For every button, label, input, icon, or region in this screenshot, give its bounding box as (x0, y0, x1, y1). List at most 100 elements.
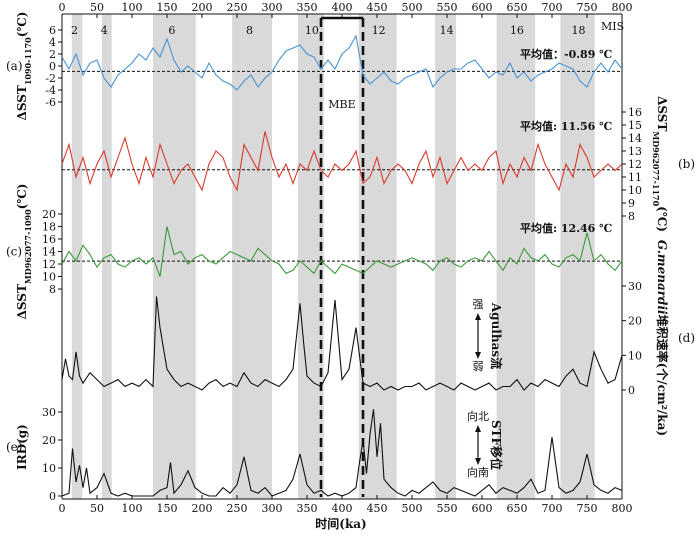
y-tick-label: 12 (42, 258, 56, 271)
glacial-band-18 (560, 14, 595, 499)
x-top-tick-label: 50 (90, 1, 104, 14)
x-top-tick-label: 250 (227, 1, 248, 14)
y-tick-label: 14 (42, 246, 56, 259)
y-tick-label: 11 (628, 171, 642, 184)
mean-label-b: 平均值: 11.56 ℃ (520, 119, 612, 133)
x-bottom-tick-label: 200 (192, 502, 213, 515)
x-bottom-tick-label: 250 (227, 502, 248, 515)
y-tick-label: 8 (49, 283, 56, 296)
x-axis-title: 时间(ka) (315, 516, 366, 531)
x-top-tick-label: 650 (507, 1, 528, 14)
panel-d: 0 10 20 30 (d) G.menardii堆积速率(个/cm²/ka) 强弱 Agul… (61, 240, 695, 436)
y-tick-label: 18 (42, 221, 56, 234)
glacial-band-12 (358, 14, 397, 499)
x-bottom-tick-label: 400 (332, 502, 353, 515)
annotation-text-d: Agulhas流 (489, 302, 504, 369)
y-tick-label: 14 (628, 132, 642, 145)
x-bottom-tick-label: 700 (542, 502, 563, 515)
arrow-down-head (475, 352, 481, 359)
x-top-tick-label: 300 (262, 1, 283, 14)
panel-label-b: (b) (678, 157, 695, 171)
x-top-tick-label: 800 (612, 1, 633, 14)
y-tick-label: 16 (42, 233, 56, 246)
y-tick-label: 10 (628, 349, 642, 362)
glacial-band-10 (297, 14, 324, 499)
annotation-bottom: 向南 (467, 465, 489, 479)
x-top-tick-label: 100 (122, 1, 143, 14)
y-tick-label: 20 (42, 208, 56, 221)
arrow-up-head (475, 313, 481, 320)
y-tick-label: 6 (49, 24, 56, 37)
y-tick-label: 20 (42, 434, 56, 447)
panel-label-c: (c) (6, 245, 22, 259)
y-tick-label: 13 (628, 145, 642, 158)
y-tick-label: 9 (628, 197, 635, 210)
y-tick-label: 20 (628, 315, 642, 328)
glacial-band-16 (496, 14, 536, 499)
x-bottom-tick-label: 300 (262, 502, 283, 515)
x-top-tick-label: 450 (367, 1, 388, 14)
x-bottom-tick-label: 750 (577, 502, 598, 515)
x-bottom-tick-label: 550 (437, 502, 458, 515)
y-tick-label: 8 (628, 210, 635, 223)
mis-stage-label: 18 (572, 24, 586, 37)
series-line-b (61, 131, 623, 192)
x-bottom-tick-label: 350 (297, 502, 318, 515)
y-tick-label: 10 (42, 462, 56, 475)
x-top-tick-label: 150 (157, 1, 178, 14)
x-bottom-tick-label: 450 (367, 502, 388, 515)
mis-stage-label: 4 (101, 24, 108, 37)
y-axis-title-b: ΔSSTMD962077-1170(℃) (651, 96, 669, 232)
series-line-c (61, 226, 623, 277)
mean-label-c: 平均值: 12.46 ℃ (520, 221, 612, 235)
mis-label: MIS (601, 20, 624, 33)
y-tick-label: 15 (628, 119, 642, 132)
arrow-down-head (475, 458, 481, 465)
y-tick-label: 16 (628, 106, 642, 119)
arrow-up-head (475, 425, 481, 432)
y-tick-label: 12 (628, 158, 642, 171)
x-top-tick-label: 500 (402, 1, 423, 14)
panel-label-a: (a) (6, 59, 23, 73)
x-bottom-tick-label: 650 (507, 502, 528, 515)
y-tick-label: 30 (628, 280, 642, 293)
y-tick-label: 0 (49, 490, 56, 503)
series-line-a (61, 34, 623, 91)
y-tick-label: 2 (49, 48, 56, 61)
series-line-e (61, 409, 623, 497)
y-tick-label: 10 (628, 184, 642, 197)
x-bottom-tick-label: 500 (402, 502, 423, 515)
y-tick-label: 4 (49, 36, 56, 49)
x-axis-bottom: 0 50 100 150 200 250 300 350 400 450 500 550 600 650 7… (59, 14, 633, 515)
mis-stage-label: 16 (510, 24, 524, 37)
x-top-tick-label: 600 (472, 1, 493, 14)
mis-stage-label: 12 (372, 24, 386, 37)
x-top-tick-label: 700 (542, 1, 563, 14)
y-tick-label: -4 (45, 84, 56, 97)
panel-label-e: (e) (6, 440, 22, 454)
x-bottom-tick-label: 800 (612, 502, 633, 515)
x-top-tick-label: 350 (297, 1, 318, 14)
y-tick-label: 30 (42, 406, 56, 419)
x-top-tick-label: 400 (332, 1, 353, 14)
mis-stage-label: 10 (305, 24, 319, 37)
mis-stage-label: 2 (71, 24, 78, 37)
y-axis-title-c: ΔSSTMD962077-1090(℃) (15, 184, 33, 320)
glacial-band-8 (232, 14, 272, 499)
mbe-label: MBE (328, 98, 355, 111)
glacial-band-2 (71, 14, 83, 499)
panel-label-d: (d) (678, 331, 695, 345)
glacial-band-14 (435, 14, 457, 499)
mis-stage-label: 6 (168, 24, 175, 37)
mis-stage-label: 14 (440, 24, 454, 37)
glacial-bands: 2 4 6 8 10 12 14 16 18 (71, 14, 595, 499)
glacial-band-6 (153, 14, 196, 499)
y-axis-title-a: ΔSST1090-1170(℃) (15, 12, 33, 121)
y-tick-label: 10 (42, 271, 56, 284)
